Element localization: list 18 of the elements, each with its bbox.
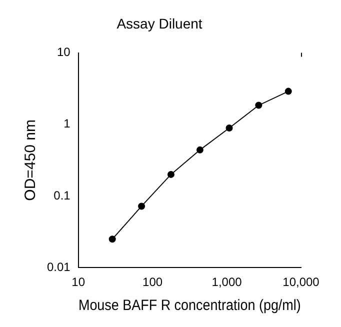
y-tick-label: 0.01 [46,260,71,274]
point [167,170,174,178]
point [108,236,116,243]
chart-title: Assay Diluent [116,15,202,32]
x-tick-label: 10 [72,275,86,290]
point [226,124,233,132]
y-tick-label: 10 [56,45,71,60]
y-tick-label: 1 [64,116,71,131]
y-axis-title: OD=450 nm [22,120,40,201]
x-axis-title: Mouse BAFF R concentration (pg/ml) [78,298,301,314]
x-tick-label: 100 [142,275,163,290]
point [196,146,204,154]
point [255,102,262,109]
point [138,202,146,210]
x-tick-label: 1,000 [212,275,242,290]
y-tick-label: 0.1 [54,188,71,202]
x-tick-label: 10,000 [282,275,320,290]
point [284,88,292,95]
